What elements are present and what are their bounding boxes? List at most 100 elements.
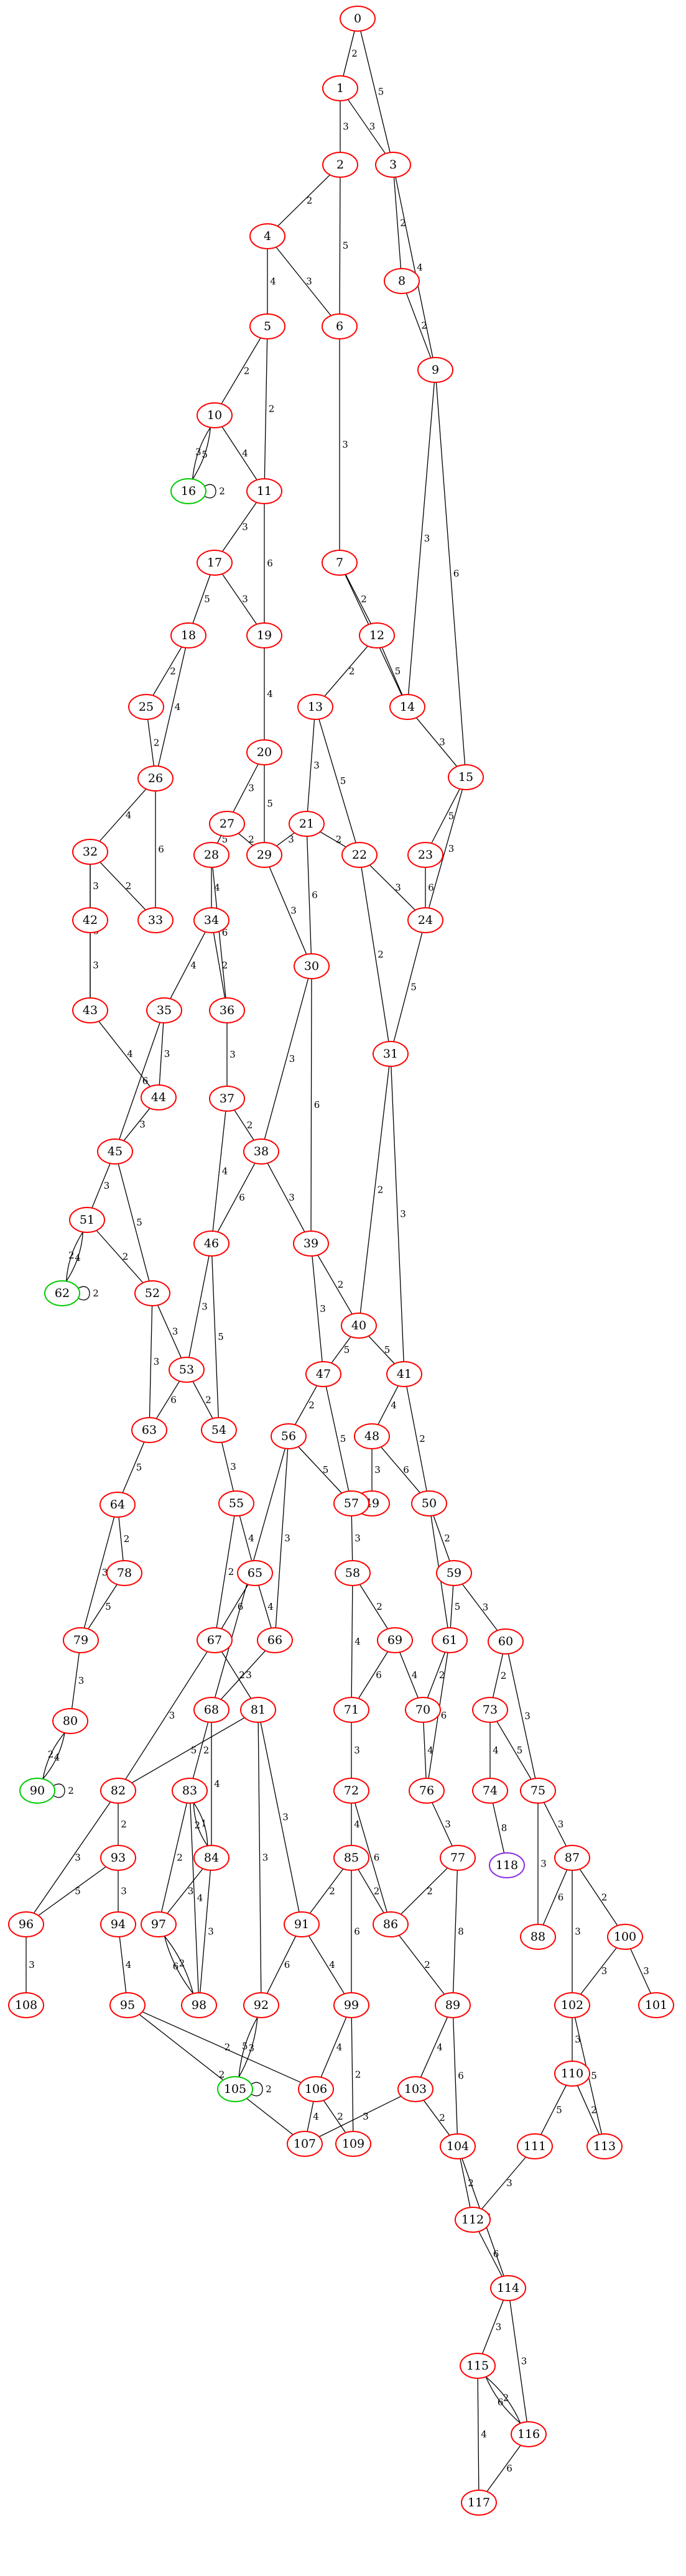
edge-22-31 [361,867,389,1042]
node-ellipse [246,739,282,765]
edge-116-117 [486,2445,521,2492]
edge-78-79 [88,1584,118,1630]
edge-label: 2 [424,1959,430,1970]
edge-label: 6 [222,927,228,938]
edge-label: 2 [351,48,358,59]
edge-label: 3 [262,1852,269,1863]
node-ellipse [8,1911,44,1937]
node-63: 63 [131,1417,167,1443]
edge-label: 2 [308,1400,315,1411]
node-ellipse [209,811,245,837]
edge-label: 2 [123,1251,129,1262]
node-89: 89 [435,1992,471,2018]
edge-21-22 [320,831,346,847]
node-label: 15 [458,770,473,784]
node-112: 112 [455,2207,491,2233]
node-38: 38 [243,1138,279,1165]
node-ellipse [460,2353,496,2379]
node-ellipse [448,764,484,790]
edge-89-104 [453,2017,458,2135]
node-ellipse [128,694,164,720]
node-ellipse [407,842,443,868]
node-77: 77 [440,1845,476,1871]
node-82: 82 [100,1778,136,1804]
edge-50-59 [433,1515,450,1561]
node-ellipse [411,1490,447,1517]
edge-73-75 [496,1721,532,1780]
edge-12-14 [381,647,403,696]
edge-3-9 [395,177,433,358]
edge-label: 4 [197,1893,203,1904]
node-ellipse [333,1490,369,1517]
edge-89-103 [420,2016,448,2078]
edge-83-84 [193,1803,208,1846]
node-ellipse [322,75,358,101]
node-45: 45 [97,1138,133,1165]
node-label: 40 [351,1319,366,1332]
edge-87-100 [579,1868,618,1926]
edge-label: 3 [354,1745,360,1756]
edge-111-112 [481,2156,526,2210]
node-label: 4 [264,229,271,243]
edge-label: 3 [121,1886,127,1897]
node-107: 107 [287,2131,323,2157]
edge-56-66 [275,1448,289,1628]
edge-83-98 [190,1803,199,1993]
edge-label: 3 [104,1180,110,1191]
edge-label: 5 [517,1745,523,1756]
edge-label: 4 [481,2429,487,2440]
edge-34-35 [170,931,206,999]
edge-47-57 [325,1386,350,1492]
edge-label: 3 [506,2177,512,2189]
edge-27-28 [216,835,222,844]
edge-label: 3 [289,1053,295,1064]
node-label: 93 [111,1851,126,1865]
node-66: 66 [257,1627,293,1653]
node-label: 91 [294,1918,309,1931]
node-93: 93 [100,1845,136,1871]
edge-label: 4 [190,960,197,971]
node-label: 10 [207,409,222,422]
node-97: 97 [141,1911,177,1937]
node-label: 13 [308,700,323,714]
node-41: 41 [386,1361,422,1387]
node-ellipse [106,1560,142,1586]
node-label: 43 [83,1004,98,1017]
edge-label: 2 [419,1433,425,1444]
edge-85-86 [358,1869,384,1913]
node-label: 69 [387,1633,402,1647]
node-ellipse [246,622,282,649]
edge-58-69 [359,1584,389,1630]
node-ellipse [63,1627,99,1653]
edge-63-64 [122,1441,145,1493]
node-0: 0 [340,6,376,32]
edge-32-33 [100,862,146,910]
edge-13-22 [318,719,356,843]
edge-69-71 [358,1651,389,1699]
edge-75-87 [543,1802,567,1847]
node-label: 115 [466,2359,489,2373]
edge-label: 6 [267,558,273,569]
edge-56-57 [298,1446,342,1493]
edge-label: 2 [329,1886,335,1897]
edge-37-38 [234,1109,254,1141]
edge-label: 2 [336,834,342,845]
edge-label: 6 [354,1926,360,1937]
node-115: 115 [460,2353,496,2379]
node-label: 117 [468,2496,490,2509]
node-21: 21 [289,811,325,837]
edge-45-52 [118,1163,150,1281]
node-label: 53 [179,1363,194,1377]
edge-label: 4 [355,1636,361,1647]
edge-label: 3 [93,880,99,892]
edge-label: 2 [247,1120,253,1131]
edge-114-115 [481,2300,504,2354]
node-label: 85 [344,1851,359,1865]
node-103: 103 [397,2076,433,2102]
node-109: 109 [335,2131,371,2157]
node-label: 56 [281,1429,296,1443]
node-label: 63 [142,1423,157,1437]
node-label: 57 [344,1497,359,1510]
node-23: 23 [407,842,443,868]
